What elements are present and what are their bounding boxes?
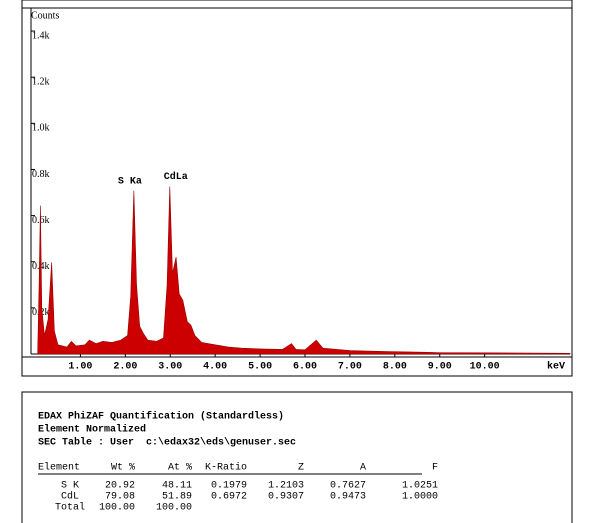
header-cell: Element	[38, 462, 80, 474]
y-tick-label: 1.4k	[32, 30, 50, 41]
spectrum	[37, 186, 571, 355]
x-tick-label: 3.00	[158, 362, 182, 373]
table-cell: Total	[55, 502, 85, 514]
header-cell: Z	[298, 463, 304, 474]
header-cell: A	[360, 463, 366, 474]
table-cell: 0.9473	[330, 492, 366, 503]
y-axis-label: Counts	[31, 10, 59, 21]
peak-label: S Ka	[118, 176, 142, 187]
table-cell: CdL	[61, 491, 79, 503]
table-cell: 79.08	[105, 492, 135, 503]
table-cell: 100.00	[99, 503, 135, 514]
table-cell: 48.11	[162, 481, 192, 492]
header-cell: F	[432, 463, 438, 474]
x-tick-label: 1.00	[68, 362, 92, 373]
table-cell: 1.0000	[402, 492, 438, 503]
x-tick-label: 10.00	[470, 362, 500, 373]
table-cell: 20.92	[105, 481, 135, 492]
header-cell: At %	[168, 463, 192, 474]
peak-label: CdLa	[164, 171, 188, 183]
report-panel	[21, 391, 573, 523]
header-cell: K-Ratio	[205, 462, 247, 474]
x-tick-label: 5.00	[248, 362, 272, 373]
y-tick-label: 0.8k	[32, 169, 50, 180]
table-cell: 0.9307	[268, 492, 304, 503]
y-tick-label: 1.2k	[32, 76, 50, 87]
table-cell: 51.89	[162, 492, 192, 503]
table-cell: 1.2103	[268, 481, 304, 492]
table-cell: 0.1979	[211, 481, 247, 492]
x-axis-label: keV	[547, 361, 565, 373]
x-tick-label: 7.00	[338, 362, 362, 373]
table-cell: 100.00	[156, 503, 192, 514]
table-cell: 0.6972	[211, 492, 247, 503]
x-tick-label: 8.00	[383, 362, 407, 373]
table-cell: 1.0251	[402, 481, 438, 492]
report-line: SEC Table : User c:\edax32\eds\genuser.s…	[38, 437, 296, 449]
x-tick-label: 9.00	[428, 362, 452, 373]
table-cell: S K	[61, 481, 79, 492]
x-tick-label: 4.00	[203, 362, 227, 373]
y-tick-label: 1.0k	[32, 123, 50, 134]
spectrum-panel	[21, 0, 573, 377]
report-line: Element Normalized	[38, 424, 146, 436]
table-cell: 0.7627	[330, 481, 366, 492]
header-cell: Wt %	[111, 463, 135, 474]
report-line: EDAX PhiZAF Quantification (Standardless…	[38, 411, 284, 423]
x-tick-label: 6.00	[293, 362, 317, 373]
x-tick-label: 2.00	[113, 362, 137, 373]
